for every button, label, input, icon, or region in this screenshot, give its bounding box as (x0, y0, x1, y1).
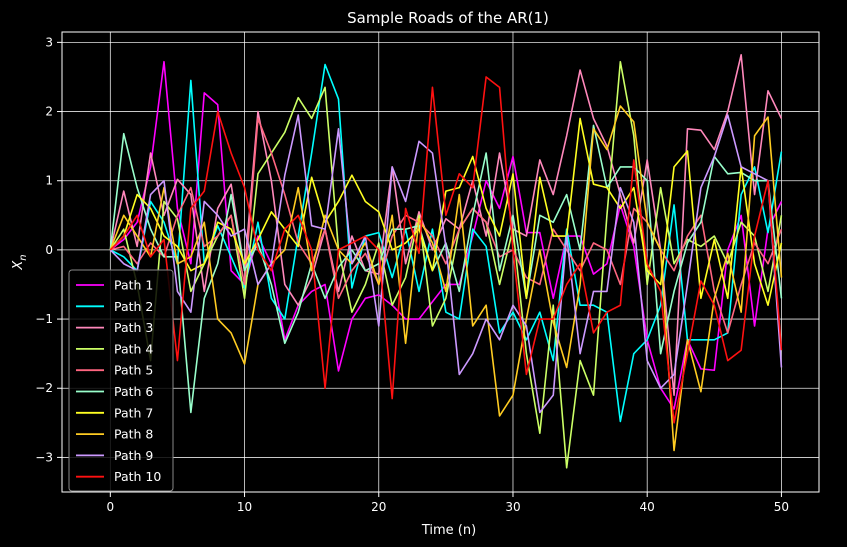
series-line-path-3 (109, 54, 783, 396)
plot-series (109, 54, 783, 469)
legend: Path 1 Path 2 Path 3 Path 4 Path 5 Path 6 Path… (68, 269, 174, 492)
y-tick-label: 0 (45, 243, 53, 257)
y-tick-label: 1 (45, 174, 53, 188)
y-tick-label: 2 (45, 105, 53, 119)
x-tick-label: 20 (371, 500, 386, 514)
legend-label: Path 3 (114, 320, 153, 335)
series-line-path-10 (109, 76, 783, 424)
axes-frame (61, 31, 820, 493)
legend-label: Path 8 (114, 427, 153, 442)
legend-label: Path 5 (114, 363, 153, 378)
legend-label: Path 1 (114, 278, 153, 293)
x-tick-label: 0 (106, 500, 114, 514)
x-tick-label: 50 (774, 500, 789, 514)
x-tick-label: 40 (640, 500, 655, 514)
legend-label: Path 6 (114, 384, 153, 399)
series-line-path-5 (110, 117, 783, 334)
legend-label: Path 4 (114, 341, 153, 356)
legend-label: Path 10 (114, 469, 161, 484)
legend-label: Path 9 (114, 448, 153, 463)
x-axis-label: Time (n) (421, 523, 476, 538)
y-tick-label: −3 (35, 450, 53, 464)
y-tick-label: −2 (35, 381, 53, 395)
legend-label: Path 7 (114, 405, 153, 420)
series-line-path-1 (109, 60, 783, 410)
legend-box (68, 269, 174, 492)
legend-label: Path 2 (114, 299, 153, 314)
y-tick-label: −1 (35, 312, 53, 326)
chart-title: Sample Roads of the AR(1) (347, 9, 549, 27)
x-tick-label: 30 (505, 500, 520, 514)
x-tick-label: 10 (237, 500, 252, 514)
y-tick-label: 3 (45, 35, 53, 49)
series-line-path-7 (109, 117, 783, 307)
axis-ticks: 0 10 20 30 40 50 −3 −2 −1 0 1 2 3 (35, 35, 789, 514)
y-axis-label-subscript: n (18, 254, 29, 260)
